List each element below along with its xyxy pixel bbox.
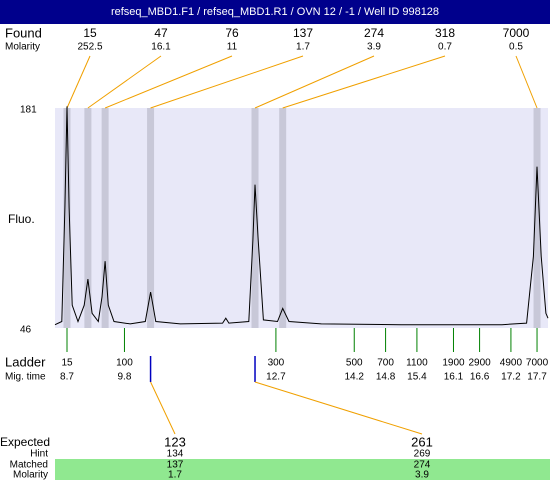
ladder-time: 17.2 [501, 372, 521, 383]
expected-molarity-label: Molarity [13, 470, 48, 480]
ladder-time: 17.7 [527, 372, 547, 383]
peak-band [533, 108, 541, 328]
ladder-size: 1100 [406, 358, 428, 369]
peak-band [63, 108, 71, 328]
peak-connector [87, 55, 162, 109]
y-tick-label: 181 [20, 105, 37, 116]
expected-size: 123 [164, 434, 186, 449]
found-size: 274 [364, 26, 384, 40]
expected-molarity: 1.7 [168, 470, 182, 480]
matched-highlight [55, 459, 550, 480]
peak-connector [282, 55, 446, 109]
ladder-time: 9.8 [118, 372, 132, 383]
fluorescence-trace [54, 106, 549, 326]
ladder-size: 100 [116, 358, 133, 369]
ladder-time: 14.2 [345, 372, 365, 383]
found-size: 137 [293, 26, 313, 40]
hint-label: Hint [30, 449, 48, 460]
ladder-time: 14.8 [376, 372, 396, 383]
hint-value: 269 [414, 449, 431, 460]
peak-band [251, 108, 259, 328]
peak-connector [104, 55, 233, 109]
found-size: 15 [83, 26, 97, 40]
ladder-size: 1900 [442, 358, 465, 369]
expected-molarity: 3.9 [415, 470, 429, 480]
expected-connector [150, 381, 176, 435]
found-size: 76 [225, 26, 239, 40]
found-size: 47 [154, 26, 168, 40]
ladder-time: 8.7 [60, 372, 74, 383]
ladder-time: 12.7 [266, 372, 286, 383]
ladder-label: Ladder [5, 354, 46, 369]
ladder-size: 700 [377, 358, 394, 369]
found-size: 318 [435, 26, 455, 40]
expected-label: Expected [0, 435, 50, 449]
y-tick-label: 46 [20, 325, 32, 336]
ladder-size: 7000 [526, 358, 549, 369]
ladder-size: 500 [346, 358, 363, 369]
ladder-time: 16.6 [470, 372, 490, 383]
mig-time-label: Mig. time [5, 372, 46, 383]
matched-label: Matched [10, 460, 48, 471]
ladder-time: 15.4 [407, 372, 427, 383]
peak-band [147, 108, 155, 328]
hint-value: 134 [167, 449, 184, 460]
y-axis-label: Fluo. [8, 212, 35, 226]
peak-band [101, 108, 109, 328]
plot-area [55, 108, 548, 328]
ladder-size: 15 [61, 358, 73, 369]
found-molarity: 3.9 [367, 42, 381, 53]
matched-value: 137 [167, 460, 184, 471]
expected-connector [254, 381, 423, 435]
ladder-size: 300 [268, 358, 285, 369]
title: refseq_MBD1.F1 / refseq_MBD1.R1 / OVN 12… [111, 6, 439, 18]
matched-value: 274 [414, 460, 431, 471]
found-molarity: 252.5 [77, 42, 102, 53]
ladder-time: 16.1 [444, 372, 464, 383]
found-size: 7000 [503, 26, 530, 40]
peak-band [84, 108, 92, 328]
peak-connector [150, 55, 304, 109]
found-label: Found [5, 25, 42, 40]
found-molarity: 0.7 [438, 42, 452, 53]
found-molarity-label: Molarity [5, 42, 40, 53]
ladder-size: 4900 [500, 358, 523, 369]
title-bar [0, 0, 550, 24]
ladder-size: 2900 [468, 358, 491, 369]
expected-size: 261 [411, 434, 433, 449]
peak-connector [254, 55, 375, 109]
found-molarity: 11 [227, 42, 238, 53]
found-molarity: 0.5 [509, 42, 523, 53]
found-molarity: 16.1 [151, 42, 171, 53]
peak-connector [66, 55, 91, 109]
found-molarity: 1.7 [296, 42, 310, 53]
peak-connector [515, 55, 538, 109]
peak-band [279, 108, 287, 328]
